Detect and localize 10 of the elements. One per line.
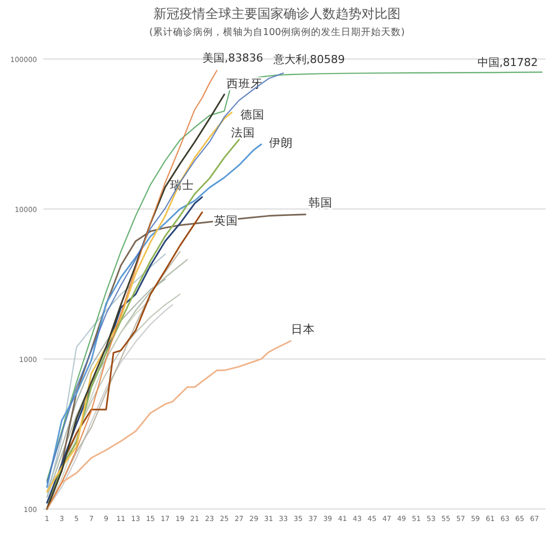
series-label: 韩国 <box>308 195 333 210</box>
annotation: 美国,83836 <box>202 51 264 64</box>
series-label: 德国 <box>240 107 265 122</box>
chart-title: 新冠疫情全球主要国家确诊人数趋势对比图 <box>154 6 400 22</box>
annotation: 中国,81782 <box>477 56 538 70</box>
series-label: 法国 <box>231 126 256 140</box>
series-label: 日本 <box>290 322 315 336</box>
series-label: 伊朗 <box>269 135 294 150</box>
chart-subtitle: (累计确诊病例，横轴为自100例病例的发生日期开始天数) <box>149 26 405 38</box>
annotation: 意大利,80589 <box>272 53 345 66</box>
